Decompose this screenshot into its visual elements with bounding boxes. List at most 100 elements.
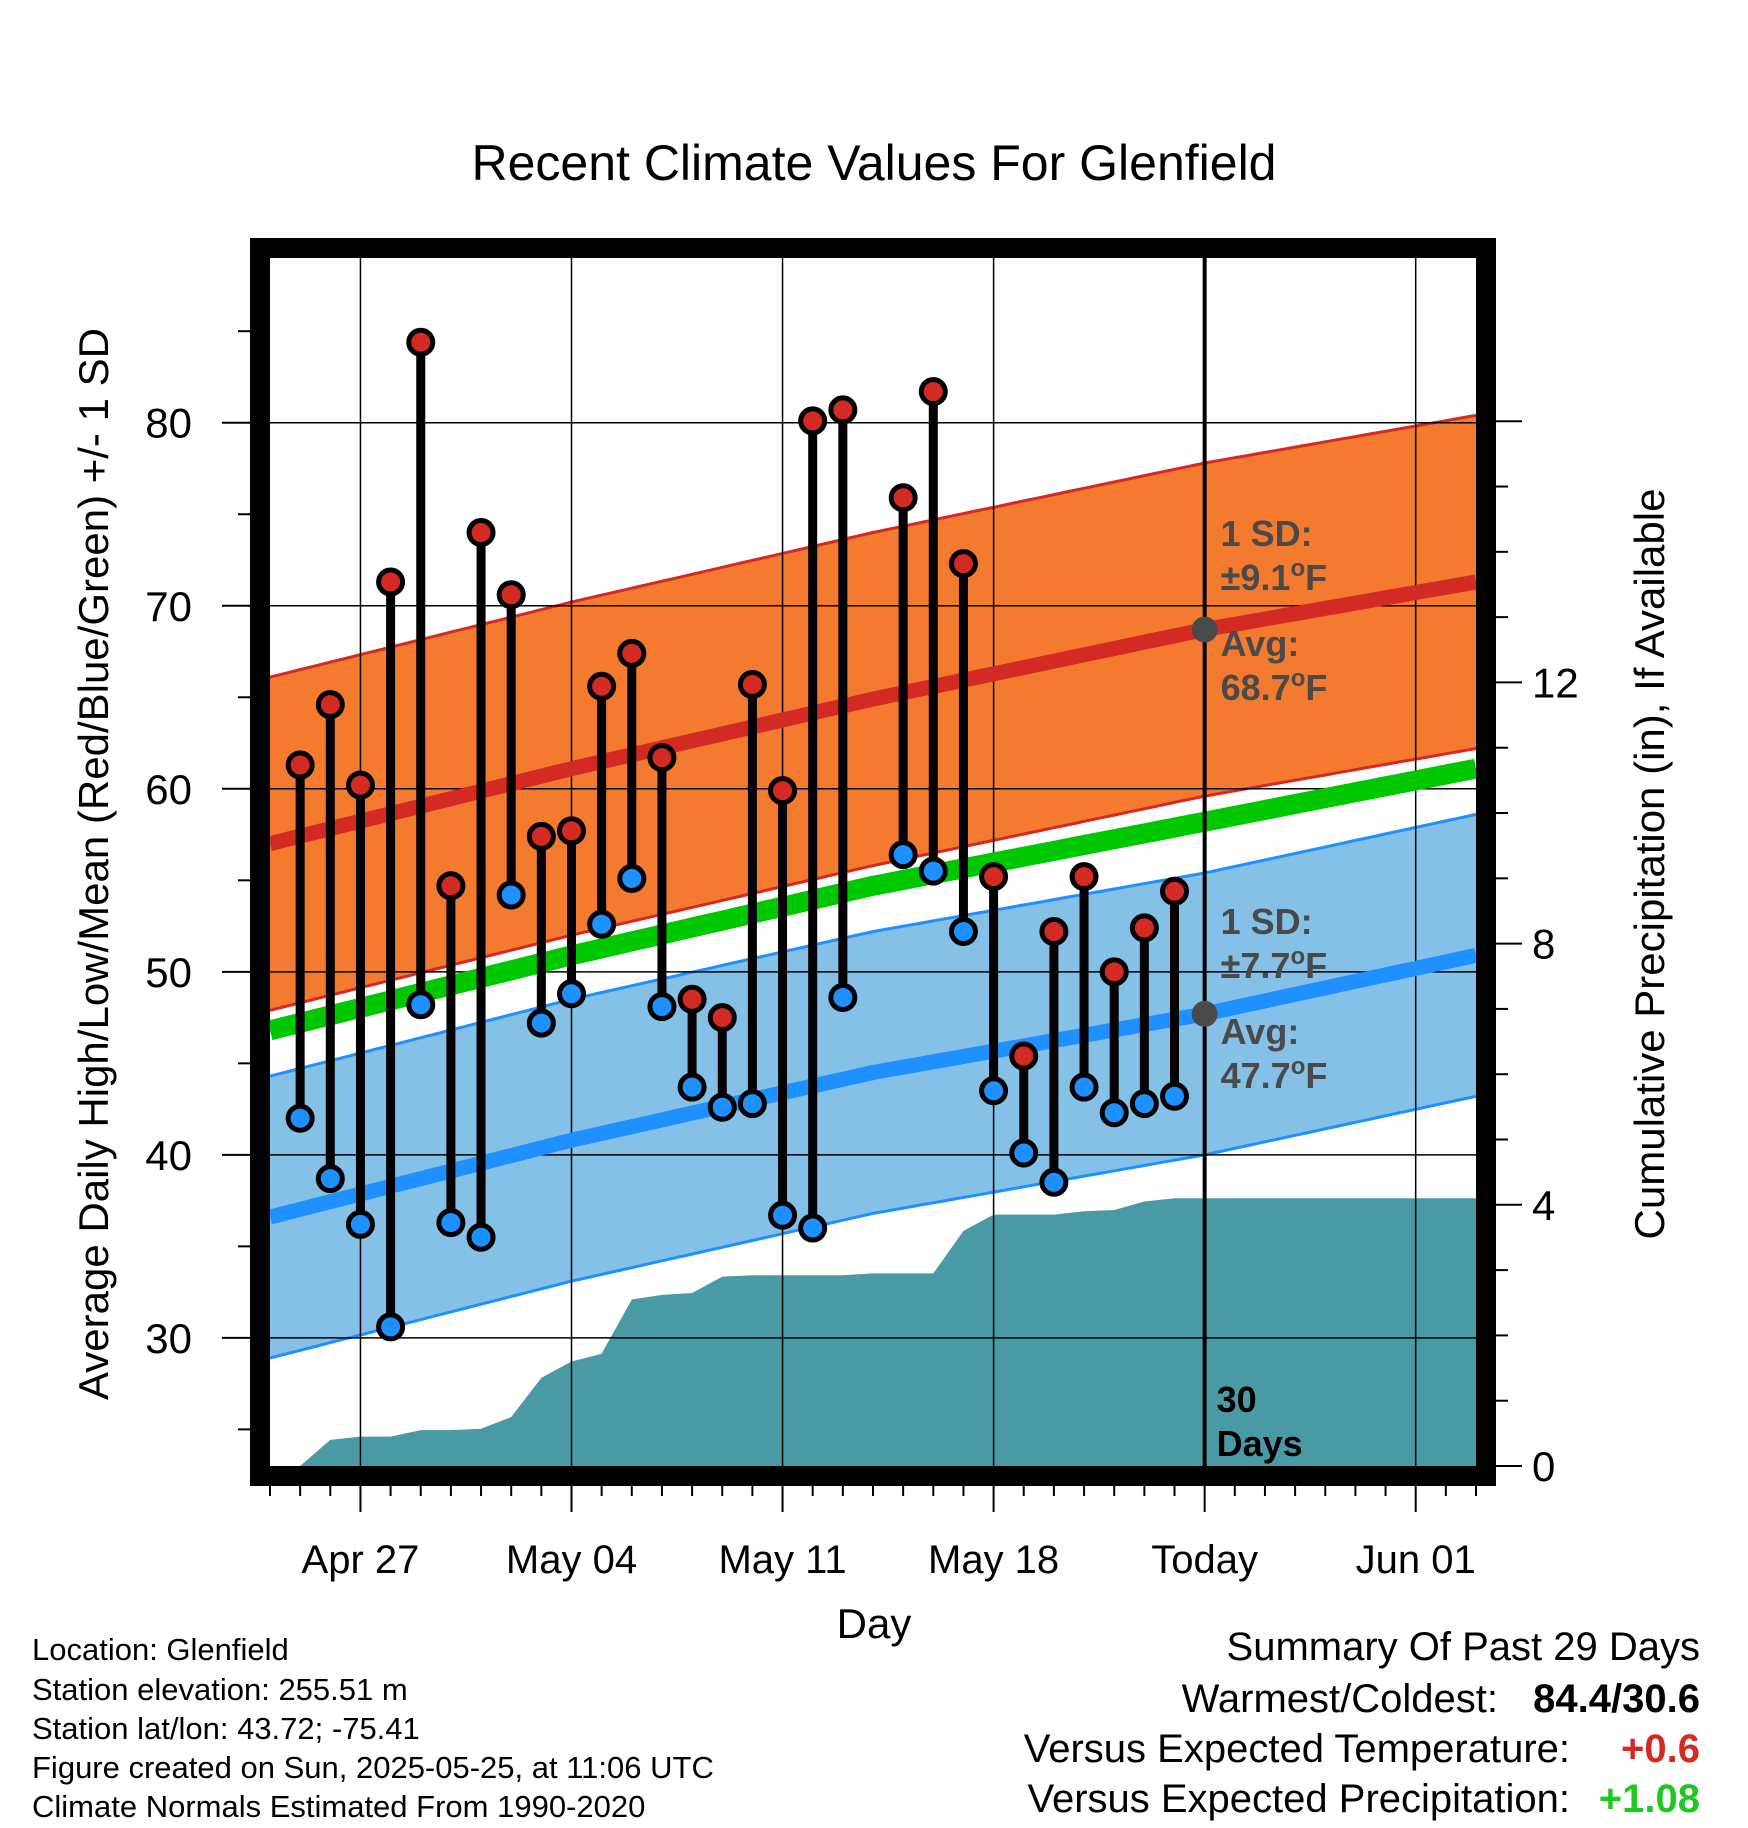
- y-left-tick-label: 80: [145, 400, 192, 447]
- daily-record: [1099, 957, 1129, 1128]
- daily-high-point: [1099, 957, 1129, 987]
- daily-record: [1039, 917, 1069, 1197]
- x-tick-label: May 04: [506, 1538, 637, 1582]
- daily-high-point: [315, 690, 345, 720]
- daily-low-point: [1009, 1138, 1039, 1168]
- daily-high-point: [587, 671, 617, 701]
- plot-frame: [250, 238, 1496, 1486]
- daily-low-point: [406, 990, 436, 1020]
- daily-low-point: [1099, 1098, 1129, 1128]
- high-sd-lower-edge: [269, 747, 1477, 1012]
- daily-high-point: [1129, 913, 1159, 943]
- daily-high-point: [376, 567, 406, 597]
- summary-temp-label: Versus Expected Temperature:: [1024, 1727, 1570, 1771]
- daily-low-point: [979, 1076, 1009, 1106]
- low-sd-upper-edge: [269, 812, 1477, 1078]
- high-sd-upper-edge: [269, 413, 1477, 679]
- y-left-tick-label: 40: [145, 1132, 192, 1179]
- today-avg-low-dot: [1191, 1000, 1218, 1027]
- info-normals: Climate Normals Estimated From 1990-2020: [32, 1789, 645, 1824]
- daily-record: [376, 567, 406, 1342]
- daily-high-point: [798, 406, 828, 436]
- y-left-tick-label: 30: [145, 1315, 192, 1362]
- daily-low-point: [376, 1312, 406, 1342]
- daily-high-point: [828, 395, 858, 425]
- y-right-tick-label: 8: [1532, 921, 1555, 968]
- daily-high-point: [526, 821, 556, 851]
- daily-low-point: [918, 856, 948, 886]
- days-count-number: 30: [1217, 1379, 1257, 1420]
- daily-high-point: [285, 750, 315, 780]
- avg-mean-line: [267, 758, 1478, 1041]
- low-sd-value: ±7.7oF: [1221, 943, 1327, 986]
- daily-high-point: [737, 669, 767, 699]
- daily-high-point: [345, 770, 375, 800]
- daily-record: [496, 580, 526, 910]
- info-latlon: Station lat/lon: 43.72; -75.41: [32, 1711, 420, 1746]
- daily-record: [707, 1003, 737, 1122]
- daily-low-point: [1039, 1167, 1069, 1197]
- days-count-label: Days: [1217, 1423, 1303, 1464]
- precip-cumulative-area: [300, 1198, 1477, 1466]
- avg-high-line: [268, 574, 1478, 851]
- daily-record: [557, 816, 586, 1009]
- x-tick-label: May 11: [718, 1538, 846, 1582]
- daily-high-point: [617, 638, 647, 668]
- daily-high-point: [1069, 862, 1099, 892]
- summary-warm-cold-label: Warmest/Coldest:: [1182, 1677, 1498, 1721]
- summary-title: Summary Of Past 29 Days: [1227, 1625, 1700, 1669]
- daily-low-point: [587, 909, 617, 939]
- daily-low-point: [466, 1222, 496, 1252]
- daily-high-point: [1160, 876, 1189, 906]
- daily-high-point: [948, 549, 978, 579]
- daily-values-layer: [285, 327, 1189, 1342]
- high-sd-value: ±9.1oF: [1221, 555, 1327, 598]
- daily-low-point: [315, 1164, 345, 1194]
- summary-warm-cold-value: 84.4/30.6: [1533, 1677, 1700, 1721]
- axes-layer: 30 40 50 60 70 80 0 4 8 12 Apr 27 May 04 May 11 May 1…: [145, 330, 1579, 1582]
- daily-low-point: [707, 1092, 737, 1122]
- daily-high-point: [707, 1003, 737, 1033]
- daily-record: [737, 669, 767, 1119]
- daily-record: [768, 776, 798, 1230]
- today-avg-high-dot: [1191, 616, 1218, 643]
- daily-record: [406, 327, 436, 1020]
- x-tick-label: Jun 01: [1356, 1538, 1476, 1582]
- low-avg-label: Avg:: [1221, 1011, 1300, 1052]
- daily-low-point: [677, 1072, 707, 1102]
- daily-high-point: [406, 327, 436, 357]
- y-axis-label-left: Average Daily High/Low/Mean (Red/Blue/Gr…: [70, 328, 117, 1400]
- daily-low-point: [526, 1008, 556, 1038]
- daily-high-point: [888, 483, 918, 513]
- daily-record: [436, 871, 466, 1238]
- low-avg-value: 47.7oF: [1221, 1053, 1328, 1096]
- y-axis-label-right: Cumulative Precipitation (in), If Availa…: [1626, 489, 1673, 1240]
- y-left-tick-label: 50: [145, 949, 192, 996]
- summary-precip-value: +1.08: [1599, 1777, 1700, 1821]
- daily-high-point: [496, 580, 526, 610]
- daily-record: [888, 483, 918, 870]
- daily-low-point: [737, 1089, 767, 1119]
- y-right-tick-label: 12: [1532, 659, 1579, 706]
- average-dots-layer: [1191, 616, 1218, 1027]
- daily-low-point: [1069, 1072, 1099, 1102]
- daily-high-point: [557, 816, 586, 846]
- x-tick-label: Today: [1151, 1538, 1258, 1582]
- daily-low-point: [345, 1209, 375, 1239]
- daily-low-point: [948, 917, 978, 947]
- daily-record: [647, 743, 677, 1022]
- precipitation-area-layer: [300, 1198, 1477, 1466]
- y-left-tick-label: 70: [145, 583, 192, 630]
- y-right-tick-label: 0: [1532, 1443, 1555, 1490]
- station-info: Location: Glenfield Station elevation: 2…: [32, 1632, 714, 1824]
- summary-precip-label: Versus Expected Precipitation:: [1027, 1777, 1570, 1821]
- daily-low-point: [617, 863, 647, 893]
- y-right-tick-label: 4: [1532, 1182, 1555, 1229]
- low-sd-label: 1 SD:: [1221, 901, 1313, 942]
- daily-high-point: [436, 871, 466, 901]
- daily-record: [617, 638, 647, 893]
- x-tick-label: Apr 27: [302, 1538, 420, 1582]
- summary-panel: Summary Of Past 29 Days Warmest/Coldest:…: [1024, 1625, 1700, 1821]
- daily-high-point: [677, 984, 707, 1014]
- daily-record: [677, 984, 707, 1102]
